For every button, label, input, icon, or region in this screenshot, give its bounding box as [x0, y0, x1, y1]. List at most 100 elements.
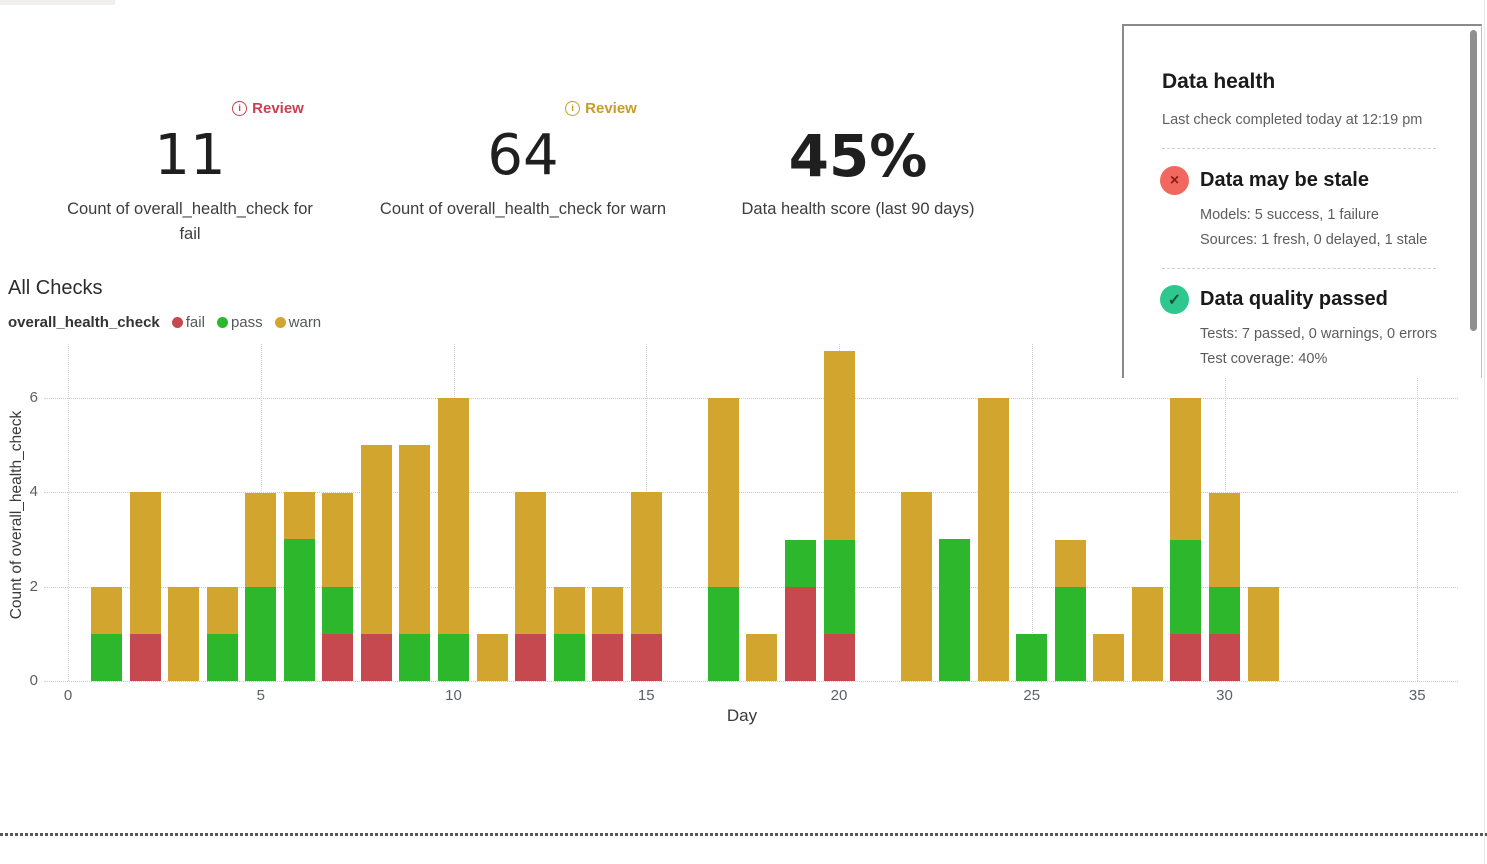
review-badge-warn[interactable]: i Review	[565, 100, 637, 117]
review-badge-fail[interactable]: i Review	[232, 100, 304, 117]
status-detail: Models: 5 success, 1 failure	[1200, 207, 1379, 223]
bar-day-13[interactable]	[553, 587, 585, 681]
bar-day-31[interactable]	[1247, 587, 1279, 681]
bar-segment-warn	[746, 634, 778, 681]
gridline-vertical	[68, 344, 69, 681]
legend-item-warn[interactable]: warn	[274, 314, 321, 331]
bar-segment-fail	[823, 634, 855, 681]
bar-day-1[interactable]	[91, 587, 123, 681]
bar-segment-pass	[707, 587, 739, 681]
x-tick-label: 0	[63, 687, 73, 704]
bar-day-10[interactable]	[438, 398, 469, 681]
bar-segment-warn	[707, 398, 739, 587]
bar-day-27[interactable]	[1093, 634, 1125, 681]
bar-day-12[interactable]	[515, 492, 547, 681]
legend-dot-fail	[171, 317, 183, 328]
bar-segment-pass	[322, 587, 354, 634]
bar-segment-warn	[399, 445, 431, 634]
metric-label: Data health score (last 90 days)	[741, 200, 975, 218]
x-tick-label: 25	[1023, 687, 1041, 704]
metric-value: 11	[154, 123, 226, 188]
bar-segment-warn	[900, 492, 932, 681]
bar-segment-pass	[1054, 587, 1086, 681]
bar-segment-fail	[784, 587, 816, 681]
bar-day-9[interactable]	[399, 445, 431, 681]
bar-segment-warn	[592, 587, 624, 634]
y-tick-label: 4	[29, 483, 38, 501]
x-axis-title: Day	[726, 706, 758, 725]
info-icon: i	[232, 101, 248, 116]
bar-day-25[interactable]	[1016, 634, 1048, 681]
status-title-quality: Data quality passed	[1200, 288, 1388, 310]
bar-day-18[interactable]	[746, 634, 778, 681]
panel-title: Data health	[1162, 70, 1276, 93]
bar-segment-pass	[245, 587, 277, 681]
bar-day-11[interactable]	[476, 634, 508, 681]
bar-segment-warn	[823, 351, 855, 540]
gridline-horizontal	[44, 397, 1458, 399]
legend-label: pass	[230, 314, 263, 331]
bar-segment-warn	[977, 398, 1009, 681]
bar-day-23[interactable]	[939, 539, 971, 681]
metric-health-score: 45% Data health score (last 90 days)	[698, 98, 1018, 222]
metric-label: Count of overall_health_check for fail	[67, 200, 313, 243]
bar-segment-warn	[476, 634, 508, 681]
review-badge-label: Review	[252, 100, 304, 117]
bar-day-7[interactable]	[322, 493, 354, 681]
bar-day-19[interactable]	[784, 540, 816, 681]
bar-segment-fail	[592, 634, 624, 681]
bar-day-15[interactable]	[630, 492, 662, 681]
bar-day-5[interactable]	[245, 493, 277, 681]
status-title-stale: Data may be stale	[1200, 169, 1369, 191]
bar-segment-warn	[360, 445, 392, 634]
bar-day-26[interactable]	[1054, 540, 1086, 681]
bar-day-17[interactable]	[707, 398, 739, 681]
bar-segment-pass	[1209, 587, 1240, 634]
legend-item-fail[interactable]: fail	[171, 314, 205, 331]
bar-segment-warn	[129, 492, 161, 634]
gridline-horizontal	[44, 492, 1458, 494]
bar-day-24[interactable]	[977, 398, 1009, 681]
bar-day-28[interactable]	[1131, 587, 1163, 681]
bar-segment-pass	[823, 540, 855, 634]
bar-segment-warn	[1170, 398, 1202, 540]
bar-day-8[interactable]	[360, 445, 392, 681]
data-health-panel: Data health Last check completed today a…	[1122, 24, 1482, 378]
panel-scrollbar-thumb[interactable]	[1470, 30, 1477, 331]
section-title: All Checks	[8, 277, 103, 299]
top-edge-strip	[0, 0, 115, 5]
gridline-horizontal	[44, 681, 1458, 682]
bar-day-20[interactable]	[823, 351, 855, 681]
check-circle-icon: ✓	[1160, 285, 1189, 314]
bar-segment-warn	[630, 492, 662, 634]
legend-item-pass[interactable]: pass	[216, 314, 263, 331]
bar-day-2[interactable]	[129, 492, 161, 681]
bar-segment-warn	[515, 492, 547, 634]
bar-segment-pass	[939, 539, 971, 681]
legend-dot-warn	[274, 317, 286, 328]
bar-day-3[interactable]	[168, 587, 200, 681]
bar-segment-warn	[322, 493, 354, 587]
bar-segment-warn	[553, 587, 585, 634]
x-circle-icon: ×	[1160, 166, 1189, 195]
x-tick-label: 20	[830, 687, 848, 704]
bar-segment-pass	[1016, 634, 1048, 681]
bar-day-30[interactable]	[1209, 493, 1240, 681]
bar-segment-pass	[206, 634, 238, 681]
bar-day-4[interactable]	[206, 587, 238, 681]
bar-day-6[interactable]	[283, 492, 315, 681]
bar-segment-warn	[1093, 634, 1125, 681]
bar-day-14[interactable]	[592, 587, 624, 681]
bar-day-29[interactable]	[1170, 398, 1202, 681]
review-badge-label: Review	[585, 100, 637, 117]
y-tick-label: 0	[29, 672, 38, 689]
bar-segment-fail	[360, 634, 392, 681]
status-detail: Test coverage: 40%	[1200, 351, 1328, 367]
x-tick-label: 35	[1408, 687, 1426, 704]
bar-segment-pass	[399, 634, 431, 681]
panel-divider	[1162, 268, 1436, 269]
bar-day-22[interactable]	[900, 492, 932, 681]
bar-segment-warn	[283, 492, 315, 539]
bar-segment-fail	[322, 634, 354, 681]
